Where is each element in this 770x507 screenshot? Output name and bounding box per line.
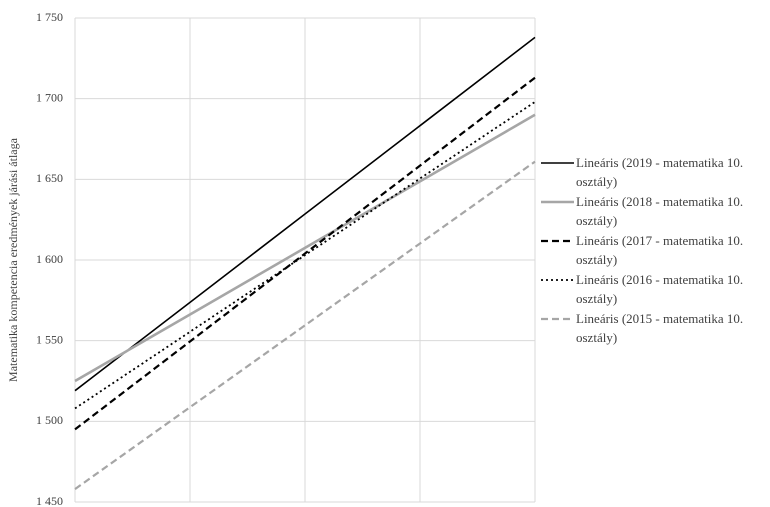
legend-swatch	[541, 317, 574, 321]
y-tick-label: 1 450	[36, 494, 63, 507]
legend-swatch	[541, 239, 574, 243]
y-axis-label: Matematika kompetencia eredmények járási…	[6, 137, 20, 382]
legend-item: Lineáris (2017 - matematika 10. osztály)	[540, 231, 770, 270]
legend-item: Lineáris (2018 - matematika 10. osztály)	[540, 192, 770, 231]
y-tick-label: 1 700	[36, 90, 63, 104]
legend-swatch	[541, 200, 574, 204]
y-tick-label: 1 500	[36, 413, 63, 427]
legend-label: Lineáris (2015 - matematika 10. osztály)	[576, 311, 744, 345]
trend-line	[74, 76, 536, 431]
legend-swatch	[541, 162, 574, 164]
trend-line	[74, 160, 536, 490]
y-tick-label: 1 750	[36, 10, 63, 24]
trend-line	[74, 113, 536, 383]
legend-item: Lineáris (2015 - matematika 10. osztály)	[540, 309, 770, 348]
trend-line	[74, 36, 536, 392]
legend-label: Lineáris (2016 - matematika 10. osztály)	[576, 272, 744, 306]
legend-label: Lineáris (2017 - matematika 10. osztály)	[576, 233, 744, 267]
trend-line	[74, 101, 536, 410]
legend: Lineáris (2019 - matematika 10. osztály)…	[540, 153, 770, 348]
legend-item: Lineáris (2019 - matematika 10. osztály)	[540, 153, 770, 192]
y-tick-label: 1 650	[36, 171, 63, 185]
y-tick-label: 1 600	[36, 252, 63, 266]
y-tick-label: 1 550	[36, 332, 63, 346]
legend-item: Lineáris (2016 - matematika 10. osztály)	[540, 270, 770, 309]
legend-swatch	[541, 279, 574, 281]
legend-label: Lineáris (2018 - matematika 10. osztály)	[576, 194, 744, 228]
legend-label: Lineáris (2019 - matematika 10. osztály)	[576, 155, 744, 189]
